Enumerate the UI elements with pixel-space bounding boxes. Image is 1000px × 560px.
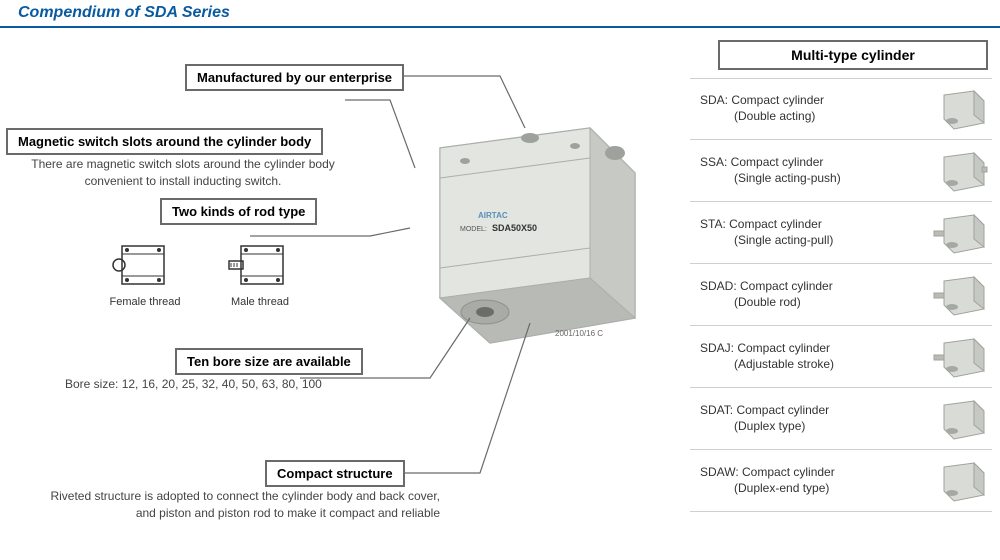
multi-type-text: SDAJ: Compact cylinder(Adjustable stroke… — [694, 341, 932, 372]
callout-bore: Ten bore size are available — [175, 348, 363, 375]
multi-type-thumb — [932, 149, 988, 193]
multi-type-row: STA: Compact cylinder(Single acting-pull… — [690, 202, 992, 264]
multi-type-text: SDAT: Compact cylinder(Duplex type) — [694, 403, 932, 434]
multi-type-list: SDA: Compact cylinder(Double acting) SSA:… — [690, 78, 992, 512]
multi-type-text: SSA: Compact cylinder(Single acting-push… — [694, 155, 932, 186]
multi-type-text: SDAD: Compact cylinder(Double rod) — [694, 279, 932, 310]
rod-male-label: Male thread — [215, 296, 305, 308]
multi-type-row: SSA: Compact cylinder(Single acting-push… — [690, 140, 992, 202]
svg-text:MODEL:: MODEL: — [460, 226, 487, 233]
multi-type-thumb — [932, 397, 988, 441]
multi-type-row: SDAW: Compact cylinder(Duplex-end type) — [690, 450, 992, 512]
callout-compact-sub: Riveted structure is adopted to connect … — [40, 488, 440, 522]
multi-type-text: SDA: Compact cylinder(Double acting) — [694, 93, 932, 124]
svg-text:SDA50X50: SDA50X50 — [492, 223, 537, 233]
multi-type-header: Multi-type cylinder — [718, 40, 988, 70]
diagram-area: AIRTAC MODEL: SDA50X50 2001/10/16 C Manu… — [0, 28, 680, 548]
multi-type-panel: Multi-type cylinder SDA: Compact cylinde… — [690, 28, 1000, 512]
multi-type-text: SDAW: Compact cylinder(Duplex-end type) — [694, 465, 932, 496]
multi-type-thumb — [932, 273, 988, 317]
multi-type-thumb — [932, 459, 988, 503]
multi-type-row: SDAD: Compact cylinder(Double rod) — [690, 264, 992, 326]
multi-type-thumb — [932, 211, 988, 255]
rod-female-label: Female thread — [100, 296, 190, 308]
multi-type-row: SDAT: Compact cylinder(Duplex type) — [690, 388, 992, 450]
callout-bore-sub: Bore size: 12, 16, 20, 25, 32, 40, 50, 6… — [65, 376, 395, 393]
svg-text:AIRTAC: AIRTAC — [478, 211, 508, 220]
multi-type-text: STA: Compact cylinder(Single acting-pull… — [694, 217, 932, 248]
multi-type-row: SDAJ: Compact cylinder(Adjustable stroke… — [690, 326, 992, 388]
title-text: Compendium of SDA Series — [18, 4, 230, 22]
product-illustration: AIRTAC MODEL: SDA50X50 2001/10/16 C — [400, 118, 660, 348]
multi-type-thumb — [932, 335, 988, 379]
svg-text:2001/10/16 C: 2001/10/16 C — [555, 329, 603, 338]
multi-type-thumb — [932, 87, 988, 131]
callout-compact: Compact structure — [265, 460, 405, 487]
page-title: Compendium of SDA Series — [0, 0, 1000, 28]
callout-magnetic-sub: There are magnetic switch slots around t… — [18, 156, 348, 190]
callout-manufactured: Manufactured by our enterprise — [185, 64, 404, 91]
multi-type-row: SDA: Compact cylinder(Double acting) — [690, 78, 992, 140]
callout-magnetic: Magnetic switch slots around the cylinde… — [6, 128, 323, 155]
rod-female-illus — [110, 238, 180, 293]
callout-rod: Two kinds of rod type — [160, 198, 317, 225]
rod-male-illus — [225, 238, 295, 293]
